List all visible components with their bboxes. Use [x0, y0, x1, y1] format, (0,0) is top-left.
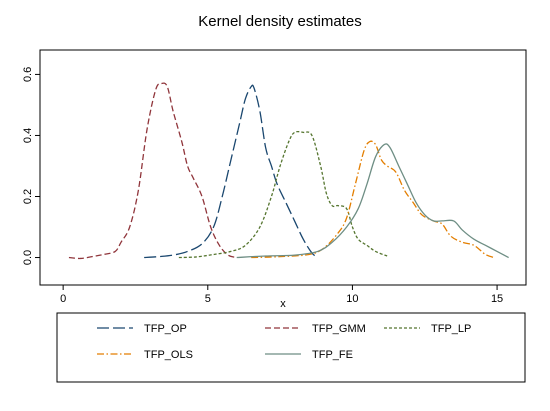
chart-title: Kernel density estimates [198, 13, 361, 30]
legend-label: TFP_OP [144, 323, 187, 335]
plot-area-frame [39, 49, 527, 286]
legend-box [56, 312, 526, 383]
y-tick-label: 0.2 [22, 189, 34, 204]
legend-label: TFP_LP [431, 323, 471, 335]
series-line-tfp-ols [251, 140, 495, 259]
series-line-tfp-gmm [68, 82, 237, 260]
x-axis: 0 5 10 15 [60, 285, 503, 305]
series-line-tfp-fe [236, 143, 509, 259]
x-axis-label: x [280, 298, 286, 310]
series-layer [68, 82, 509, 260]
legend-label: TFP_OLS [144, 349, 193, 361]
x-tick-label: 5 [205, 293, 211, 305]
legend: TFP_OP TFP_GMM TFP_LP TFP_OLS TFP_FE [97, 323, 471, 361]
legend-label: TFP_FE [312, 349, 353, 361]
x-tick-label: 15 [491, 293, 503, 305]
x-tick-label: 10 [346, 293, 358, 305]
series-line-tfp-lp [178, 130, 388, 259]
series-line-tfp-op [144, 84, 319, 259]
y-tick-label: 0.4 [22, 128, 34, 143]
y-tick-label: 0.0 [22, 250, 34, 265]
y-axis: 0.0 0.2 0.4 0.6 [22, 67, 40, 265]
x-tick-label: 0 [60, 293, 66, 305]
legend-label: TFP_GMM [312, 323, 366, 335]
y-tick-label: 0.6 [22, 67, 34, 82]
